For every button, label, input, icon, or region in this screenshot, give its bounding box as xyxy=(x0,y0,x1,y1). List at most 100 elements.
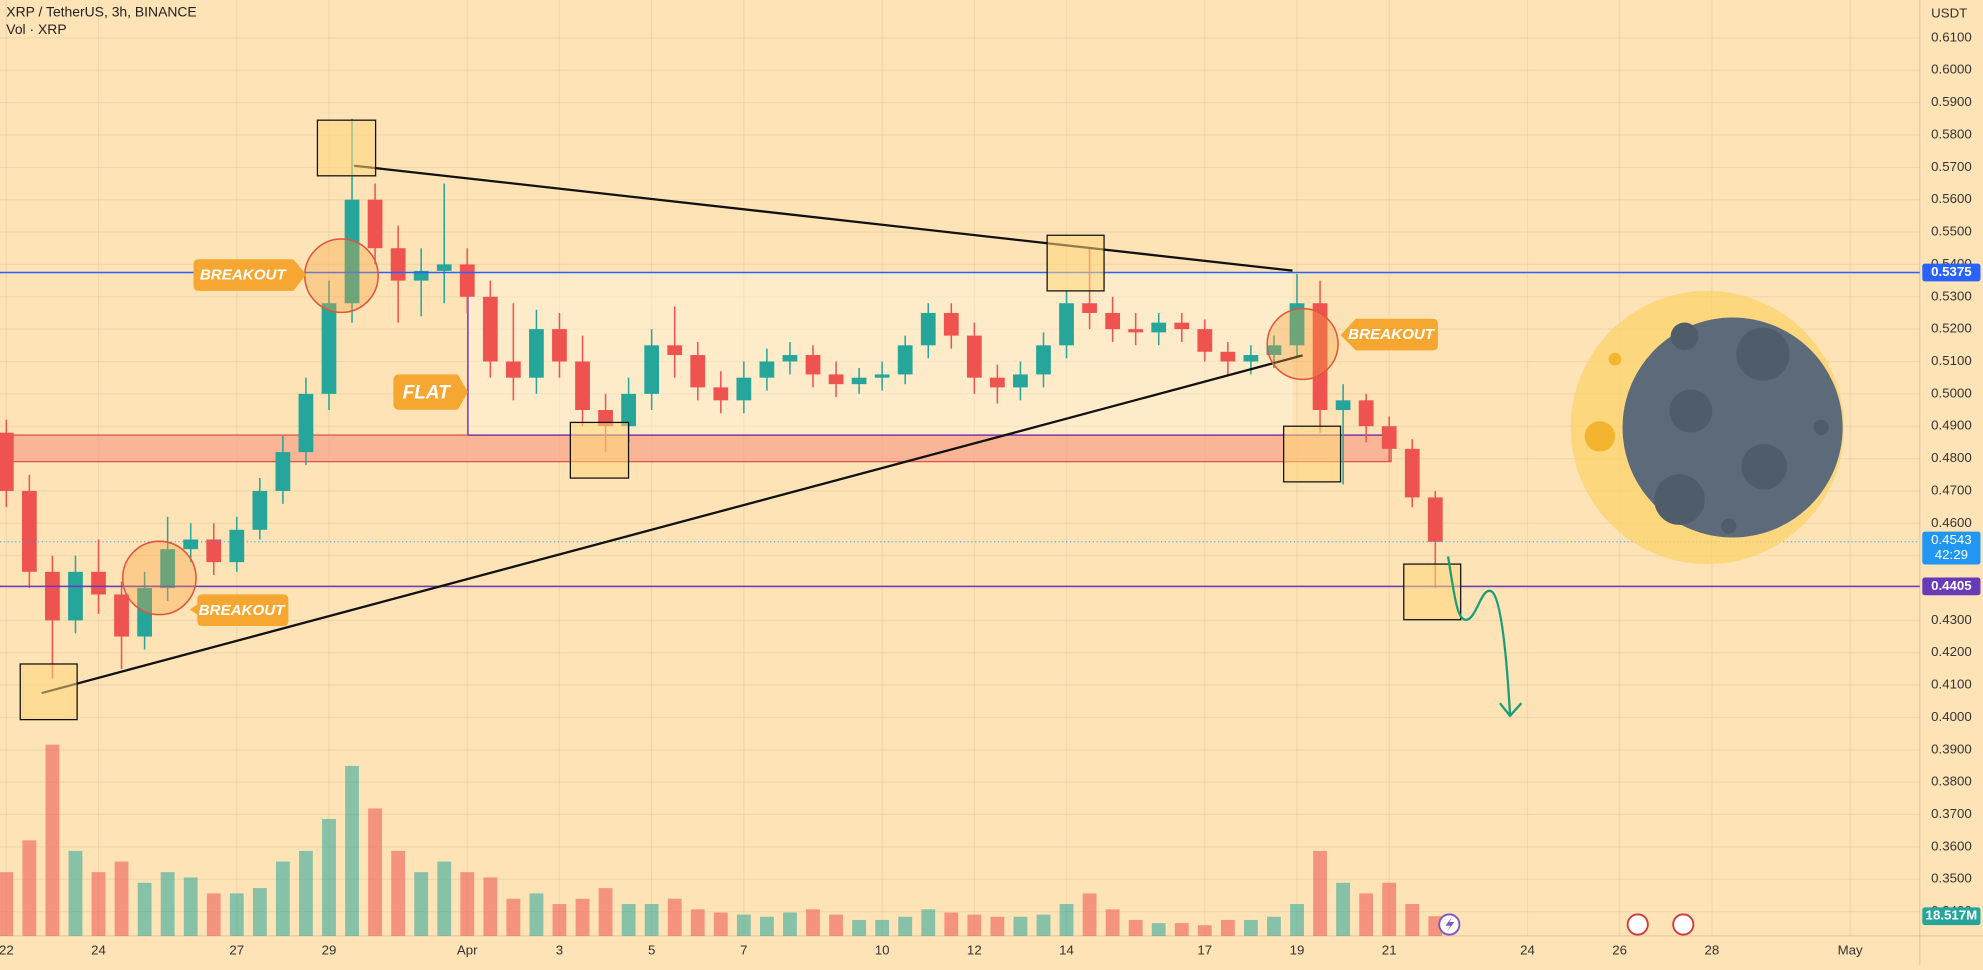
y-tick-label: 0.5500 xyxy=(1931,224,1972,239)
event-glyph xyxy=(1445,916,1455,933)
candle-body xyxy=(436,264,452,271)
candle-body xyxy=(1174,322,1190,330)
volume-bar xyxy=(460,872,475,936)
trend-line xyxy=(41,354,1303,695)
volume-bar xyxy=(137,882,152,936)
annotation: FLAT xyxy=(403,382,451,403)
event-icon[interactable] xyxy=(1672,913,1695,936)
candle-body xyxy=(828,374,844,385)
candle-body xyxy=(114,594,129,637)
volume-bar xyxy=(598,888,613,936)
volume-bar xyxy=(1082,893,1097,936)
box xyxy=(1283,425,1342,483)
candle-body xyxy=(183,539,199,550)
x-tick-label: 3 xyxy=(556,943,563,958)
x-tick-label: 27 xyxy=(229,943,244,958)
y-tick-label: 0.3800 xyxy=(1931,774,1972,789)
volume-bar xyxy=(1036,914,1051,936)
y-tick-label: 0.6000 xyxy=(1931,62,1972,77)
x-tick-label: 26 xyxy=(1612,943,1627,958)
candle-body xyxy=(459,264,475,297)
volume-bar xyxy=(644,904,659,936)
volume-label-box xyxy=(1922,907,1981,926)
volume-bar xyxy=(990,916,1005,936)
candle-body xyxy=(1059,303,1074,346)
y-tick-label: 0.4600 xyxy=(1931,515,1972,530)
candle-body xyxy=(529,329,544,378)
trend-line xyxy=(353,164,1293,272)
volume-bar xyxy=(22,840,37,936)
price-marks xyxy=(0,118,1920,936)
candle-body xyxy=(1197,329,1213,352)
candle-body xyxy=(1220,351,1236,362)
y-tick-label: 0.5600 xyxy=(1931,191,1972,206)
x-tick-label: 21 xyxy=(1382,943,1397,958)
volume-bar xyxy=(667,898,682,936)
candle-body xyxy=(851,377,867,385)
volume-bar xyxy=(736,914,751,936)
y-tick-label: 0.4700 xyxy=(1931,482,1972,497)
price-label-box xyxy=(1922,263,1981,282)
crater xyxy=(1654,474,1705,525)
flat-range xyxy=(467,271,1293,436)
volume-bar xyxy=(898,916,913,936)
annotation: BREAKOUT xyxy=(199,602,287,619)
candle-body xyxy=(667,345,683,356)
candle-body xyxy=(736,377,752,401)
volume-bar xyxy=(690,909,705,936)
volume-bar xyxy=(275,861,290,936)
circle xyxy=(304,238,379,314)
volume-bar xyxy=(91,872,106,936)
callout-shape xyxy=(189,594,289,627)
volume-bar xyxy=(1151,923,1166,936)
volume-bar xyxy=(759,916,774,936)
volume-bar xyxy=(437,861,452,936)
callouts: BREAKOUT BREAKOUT BREAKOUT FLAT xyxy=(189,259,1438,627)
box xyxy=(316,119,377,177)
volume-label: 18.517M xyxy=(1926,908,1978,923)
candle-body xyxy=(759,361,775,378)
candle-body xyxy=(344,199,360,304)
candle-body xyxy=(1266,345,1282,356)
candle-body xyxy=(1243,355,1259,362)
volume-bar xyxy=(829,914,843,936)
box xyxy=(1046,234,1105,292)
chart-title: XRP / TetherUS, 3h, BINANCE xyxy=(6,3,196,19)
y-tick-label: 0.4100 xyxy=(1931,677,1972,692)
volume-bar xyxy=(183,877,198,936)
volume-bar xyxy=(1243,919,1258,936)
y-tick-label: 0.5100 xyxy=(1931,353,1972,368)
candle-body xyxy=(482,296,498,362)
countdown-label: 42:29 xyxy=(1935,547,1968,562)
candle-body xyxy=(621,393,636,427)
candle-body xyxy=(1312,303,1328,411)
box xyxy=(19,663,78,721)
volume-bar xyxy=(1336,882,1351,936)
box xyxy=(569,421,630,479)
candle-body xyxy=(1128,329,1144,333)
crater xyxy=(1736,327,1790,381)
volume-bar xyxy=(506,898,521,936)
x-tick-label: 24 xyxy=(1520,943,1535,958)
candle-body xyxy=(1151,322,1167,333)
event-icons xyxy=(1438,913,1695,936)
candle-body xyxy=(713,387,729,401)
candle-body xyxy=(575,361,590,411)
volume-bar xyxy=(1013,916,1028,936)
candle-body xyxy=(920,312,936,346)
volume-bar xyxy=(1105,909,1120,936)
annotation: BREAKOUT xyxy=(200,267,288,284)
volume-bar xyxy=(299,850,313,936)
breakout-circles xyxy=(121,238,1339,616)
candle-body xyxy=(413,270,429,281)
y-tick-label: 0.4800 xyxy=(1931,450,1972,465)
volume-bar xyxy=(1405,904,1420,936)
volume-bar xyxy=(783,912,797,936)
callout-shape xyxy=(193,259,307,291)
y-tick-label: 0.4000 xyxy=(1931,709,1972,724)
candle-body xyxy=(1289,303,1305,346)
event-icon[interactable] xyxy=(1626,913,1649,936)
y-tick-label: 0.4300 xyxy=(1931,612,1972,627)
